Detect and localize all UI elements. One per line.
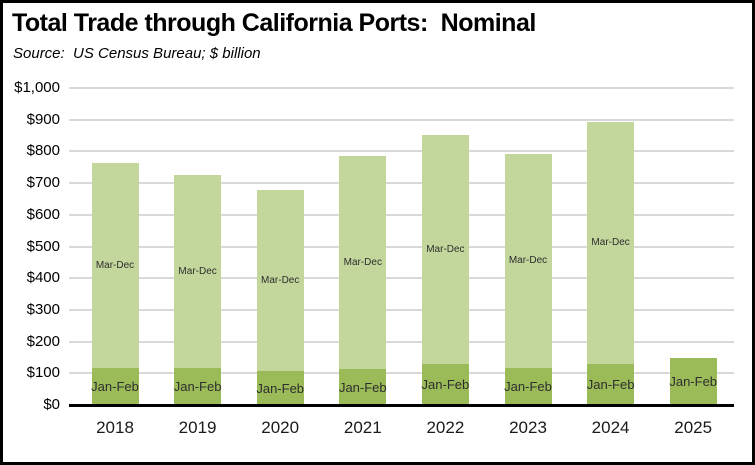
segment-label: Mar-Dec	[426, 244, 465, 256]
gridline	[69, 118, 734, 121]
segment-label: Mar-Dec	[261, 275, 300, 287]
segment-label: Mar-Dec	[591, 237, 630, 249]
y-axis-label: $1,000	[14, 79, 60, 96]
y-axis-label: $0	[43, 396, 60, 413]
x-axis-label-2021: 2021	[343, 418, 382, 437]
x-axis-label-2024: 2024	[591, 418, 630, 437]
y-axis-label: $500	[26, 237, 60, 255]
chart-title: Total Trade through California Ports: No…	[12, 9, 536, 37]
gridline	[69, 150, 734, 153]
bar-2023-segment-jan-feb: Jan-Feb	[504, 367, 552, 405]
bar-2018-segment-mar-dec: Mar-Dec	[91, 162, 139, 368]
plot-area: $0 $100 $200 $300 $400 $500 $600 $700 $800 $900 $1…	[3, 3, 752, 462]
segment-label: Jan-Feb	[421, 377, 470, 393]
y-axis-label: $100	[26, 364, 60, 382]
x-axis-label-2023: 2023	[509, 418, 547, 437]
bar-2024-segment-jan-feb: Jan-Feb	[587, 364, 634, 405]
x-axis-label-2019: 2019	[178, 418, 217, 437]
gridline	[69, 340, 734, 343]
segment-label: Jan-Feb	[91, 378, 139, 394]
gridline	[69, 245, 734, 248]
y-axis-label: $400	[26, 269, 60, 287]
bar-2020-segment-mar-dec: Mar-Dec	[256, 190, 304, 372]
gridline	[69, 372, 734, 375]
segment-label: Mar-Dec	[178, 265, 217, 277]
y-axis-label: $700	[26, 174, 60, 192]
segment-label: Mar-Dec	[95, 259, 135, 271]
bar-2024-segment-mar-dec: Mar-Dec	[587, 121, 635, 365]
x-axis-label-2022: 2022	[426, 418, 465, 437]
chart-source: Source: US Census Bureau; $ billion	[13, 45, 261, 62]
bar-2020-segment-jan-feb: Jan-Feb	[256, 371, 305, 405]
y-axis-label: $200	[26, 332, 60, 350]
bar-2023-segment-mar-dec: Mar-Dec	[504, 153, 552, 368]
x-axis-line	[69, 404, 734, 407]
segment-label: Mar-Dec	[508, 255, 548, 267]
gridline	[69, 87, 734, 89]
segment-label: Mar-Dec	[343, 257, 382, 269]
x-axis-label-2020: 2020	[261, 418, 300, 437]
x-axis-label-2018: 2018	[96, 418, 134, 437]
segment-label: Jan-Feb	[504, 378, 552, 394]
x-axis-label-2025: 2025	[674, 418, 713, 437]
y-axis-label: $800	[26, 142, 60, 160]
y-axis-label: $900	[26, 110, 60, 128]
bar-2019-segment-jan-feb: Jan-Feb	[173, 367, 222, 405]
gridline	[69, 277, 734, 280]
segment-label: Jan-Feb	[173, 378, 222, 394]
bar-2025-segment-jan-feb: Jan-Feb	[669, 358, 718, 405]
bar-2019-segment-mar-dec: Mar-Dec	[174, 174, 222, 368]
segment-label: Jan-Feb	[586, 377, 635, 393]
bar-2022-segment-mar-dec: Mar-Dec	[421, 135, 469, 365]
gridline	[69, 308, 734, 311]
bar-2021-segment-mar-dec: Mar-Dec	[339, 156, 387, 370]
y-axis-label: $600	[26, 205, 60, 223]
segment-label: Jan-Feb	[669, 374, 718, 390]
gridline	[69, 213, 734, 216]
bar-2018-segment-jan-feb: Jan-Feb	[91, 367, 139, 405]
bar-2021-segment-jan-feb: Jan-Feb	[338, 369, 387, 405]
y-axis-label: $300	[26, 300, 60, 318]
bar-2022-segment-jan-feb: Jan-Feb	[422, 364, 469, 405]
segment-label: Jan-Feb	[256, 380, 305, 396]
segment-label: Jan-Feb	[338, 379, 387, 395]
gridline	[69, 182, 734, 185]
